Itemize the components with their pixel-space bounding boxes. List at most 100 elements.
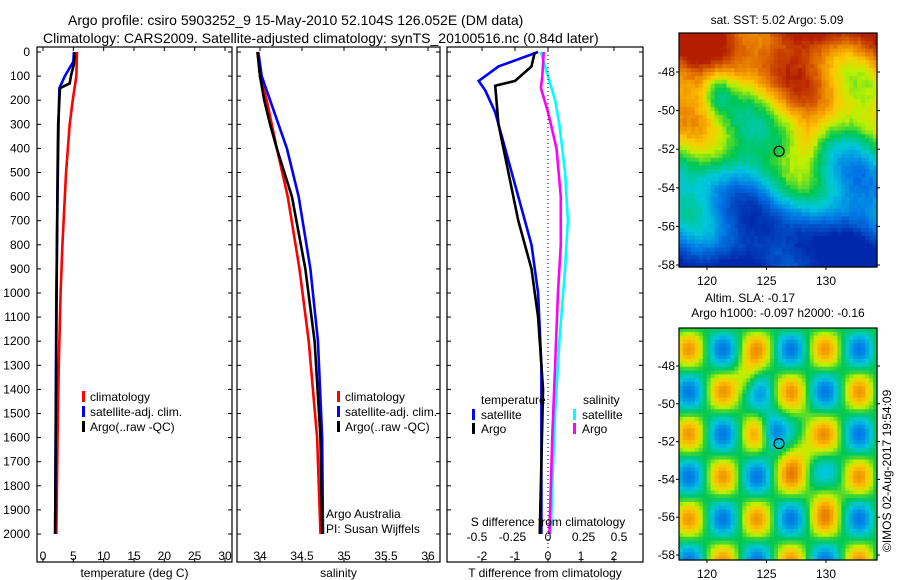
map-cell <box>770 362 775 368</box>
map-cell <box>817 150 823 155</box>
map-cell <box>865 165 870 171</box>
map-cell <box>857 212 862 217</box>
map-cell <box>789 263 795 268</box>
map-cell <box>730 68 736 73</box>
map-cell <box>809 79 815 85</box>
map-cell <box>694 420 700 426</box>
map-cell <box>869 44 874 50</box>
map-cell <box>746 432 751 437</box>
map-cell <box>817 48 823 54</box>
map-cell <box>789 138 795 143</box>
map-cell <box>690 130 696 135</box>
map-cell <box>781 64 787 69</box>
map-cell <box>706 208 712 213</box>
map-cell <box>793 134 799 139</box>
map-cell <box>718 382 724 387</box>
map-cell <box>770 200 775 206</box>
map-cell <box>686 517 692 522</box>
map-cell <box>774 146 779 151</box>
map-cell <box>861 68 866 73</box>
map-cell <box>706 228 712 233</box>
map-cell <box>679 44 684 50</box>
map-cell <box>710 370 716 375</box>
map-cell <box>774 44 779 50</box>
map-cell <box>766 118 771 124</box>
map-cell <box>781 228 787 233</box>
map-cell <box>805 142 811 147</box>
map-cell <box>722 451 728 457</box>
map-cell <box>738 548 743 553</box>
map-cell <box>841 251 846 256</box>
map-cell <box>841 200 846 206</box>
map-cell <box>865 181 870 186</box>
map-cell <box>734 525 739 530</box>
map-cell <box>865 220 870 225</box>
map-cell <box>718 378 724 383</box>
map-cell <box>722 498 728 503</box>
map-cell <box>706 444 712 449</box>
map-cell <box>722 224 728 229</box>
map-cell <box>774 185 779 190</box>
map-cell <box>746 228 751 233</box>
map-cell <box>758 478 763 484</box>
map-cell <box>746 490 751 495</box>
map-cell <box>813 111 819 116</box>
map-cell <box>746 521 751 526</box>
map-cell <box>738 189 743 194</box>
map-cell <box>797 87 803 93</box>
map-cell <box>865 169 870 174</box>
map-cell <box>746 118 751 124</box>
map-cell <box>781 401 787 406</box>
map-cell <box>833 99 838 104</box>
map-cell <box>690 416 696 422</box>
map-cell <box>742 239 747 245</box>
map-cell <box>690 397 696 403</box>
map-cell <box>718 255 724 260</box>
map-cell <box>833 212 838 217</box>
map-cell <box>730 75 736 81</box>
map-cell <box>706 36 712 42</box>
map-cell <box>706 556 712 561</box>
map-cell <box>778 382 783 387</box>
map-cell <box>873 91 878 96</box>
map-cell <box>742 146 747 151</box>
map-cell <box>766 548 771 553</box>
map-cell <box>746 40 751 46</box>
map-cell <box>686 161 692 167</box>
map-cell <box>694 239 700 245</box>
map-cell <box>825 44 831 50</box>
map-cell <box>694 91 700 96</box>
map-cell <box>734 490 739 495</box>
map-cell <box>849 204 854 210</box>
map-cell <box>833 56 838 61</box>
map-cell <box>734 556 739 561</box>
map-cell <box>809 52 815 57</box>
map-cell <box>873 75 878 81</box>
map-cell <box>698 87 704 93</box>
map-cell <box>718 228 724 233</box>
map-cell <box>730 428 736 433</box>
map-cell <box>734 216 739 221</box>
map-cell <box>710 382 716 387</box>
map-cell <box>781 339 787 345</box>
map-cell <box>829 243 835 249</box>
map-cell <box>809 122 815 128</box>
map-cell <box>817 111 823 116</box>
map-cell <box>778 161 783 167</box>
map-cell <box>679 153 684 159</box>
map-cell <box>821 208 827 213</box>
map-cell <box>825 138 831 143</box>
map-cell <box>813 60 819 65</box>
map-cell <box>805 79 811 85</box>
map-cell <box>778 440 783 445</box>
map-cell <box>857 91 862 96</box>
map-cell <box>837 212 842 217</box>
map-cell <box>841 56 846 61</box>
map-cell <box>865 153 870 159</box>
map-cell <box>734 161 739 167</box>
legend-label: Argo(..raw -QC) <box>345 420 430 434</box>
map-cell <box>813 192 819 198</box>
map-cell <box>686 126 692 132</box>
map-cell <box>726 95 732 100</box>
map-cell <box>766 509 771 515</box>
